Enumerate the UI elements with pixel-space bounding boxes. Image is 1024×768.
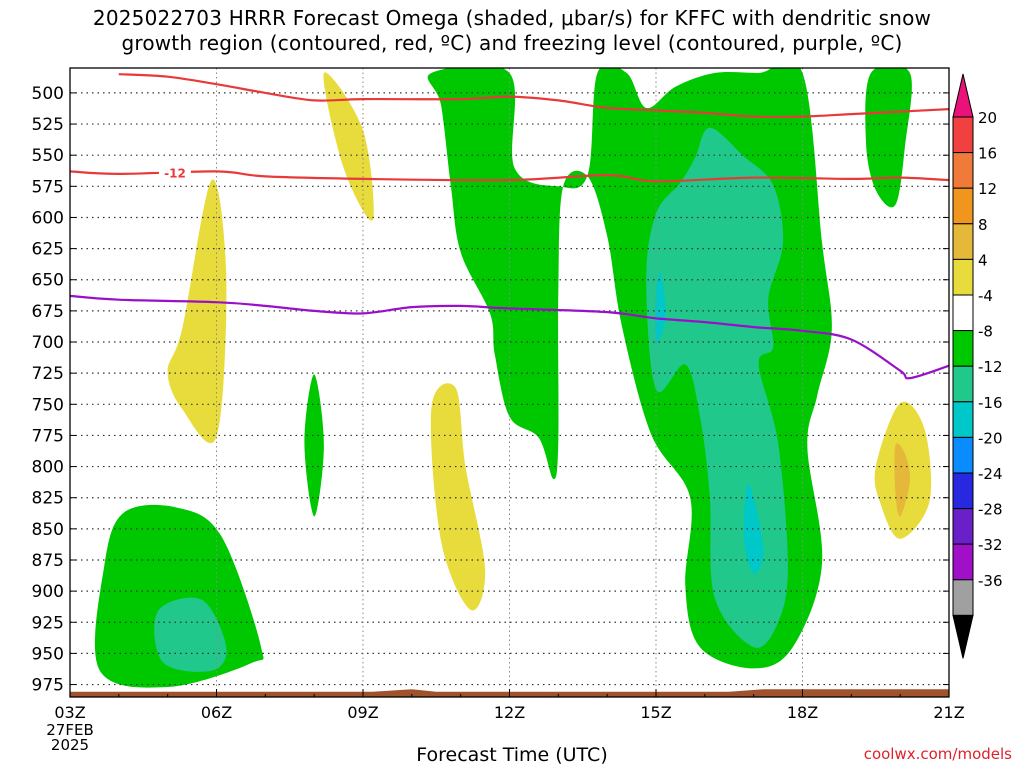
omega-region--8to-4 [304,374,324,517]
colorbar-bin [952,116,974,154]
chart-title-line-2: growth region (contoured, red, ºC) and f… [121,31,903,55]
omega-shading [94,68,932,688]
colorbar-bin [952,294,974,332]
colorbar-label: 20 [978,109,997,127]
colorbar-bin [952,223,974,260]
contour-line [70,294,949,380]
pressure-tick-label: 550 [32,146,64,166]
omega-region-4to8 [323,72,374,221]
colorbar-label: -20 [978,429,1003,447]
time-tick-label: 03Z [54,703,85,722]
omega-region--8to-4 [865,68,912,208]
colorbar-top-arrow [952,73,974,118]
colorbar-bin [952,365,974,403]
colorbar-bin [952,436,974,474]
colorbar-bin [952,401,974,438]
date-label: 2025 [51,736,89,754]
colorbar-label: -4 [978,287,993,305]
pressure-tick-label: 875 [32,551,64,571]
contour-line [118,73,949,119]
colorbar-bin [952,579,974,616]
contour-label: -12 [164,166,186,180]
colorbar-label: -24 [978,465,1003,483]
pressure-tick-label: 725 [32,364,64,384]
colorbar-label: 12 [978,180,997,198]
pressure-axis: 500 525 550 575 600 625 650 675 700 725 750 775 800 8… [32,84,949,696]
chart-title: 2025022703 HRRR Forecast Omega (shaded, … [0,6,1024,56]
colorbar-bin [952,472,974,510]
pressure-tick-label: 825 [32,489,64,509]
date-label: 27FEB [46,721,93,739]
time-tick-label: 12Z [494,703,525,722]
pressure-tick-label: 525 [32,115,64,135]
time-tick-label: 21Z [933,703,964,722]
pressure-tick-label: 850 [32,520,64,540]
colorbar-label: 4 [978,251,988,269]
colorbar-bin [952,187,974,225]
time-tick-label: 09Z [347,703,378,722]
colorbar-label: -8 [978,323,993,341]
pressure-tick-label: 775 [32,426,64,446]
pressure-tick-label: 575 [32,177,64,197]
gridlines [70,68,949,697]
pressure-tick-label: 900 [32,582,64,602]
contour-line [70,170,949,183]
colorbar-label: -12 [978,358,1003,376]
pressure-tick-label: 500 [32,84,64,104]
omega-region--16to-12 [655,272,666,343]
colorbar-label: 8 [978,216,988,234]
colorbar-label: -28 [978,501,1003,519]
time-tick-label: 06Z [201,703,232,722]
credit-link[interactable]: coolwx.com/models [863,745,1012,763]
chart-title-line-1: 2025022703 HRRR Forecast Omega (shaded, … [92,6,932,30]
contour-label-bg [158,164,191,180]
contour-lines: -12 [70,73,949,380]
pressure-tick-label: 625 [32,240,64,260]
colorbar-bin [952,508,974,545]
time-tick-label: 18Z [787,703,818,722]
pressure-tick-label: 950 [32,644,64,664]
colorbar-label: -32 [978,536,1003,554]
pressure-tick-label: 700 [32,333,64,353]
colorbar-label: 16 [978,145,997,163]
omega-region--16to-12 [743,483,764,574]
x-axis-label: Forecast Time (UTC) [416,744,608,766]
pressure-tick-label: 600 [32,208,64,228]
colorbar-bin [952,152,974,189]
colorbar-label: -36 [978,572,1003,590]
colorbar-bottom-arrow [952,614,974,659]
pressure-tick-label: 975 [32,676,64,696]
colorbar-bin [952,543,974,581]
pressure-tick-label: 750 [32,395,64,415]
omega-colorbar: 20 16 12 8 4 -4 -8 -12 -16 -20 -24 -28 -32 -36 [952,73,1003,659]
pressure-tick-label: 650 [32,271,64,291]
omega-region-4to8 [430,383,486,611]
pressure-tick-label: 675 [32,302,64,322]
colorbar-bin [952,330,974,367]
colorbar-label: -16 [978,394,1003,412]
colorbar-bin [952,258,974,296]
time-tick-label: 15Z [640,703,671,722]
pressure-tick-label: 800 [32,458,64,478]
pressure-tick-label: 925 [32,613,64,633]
